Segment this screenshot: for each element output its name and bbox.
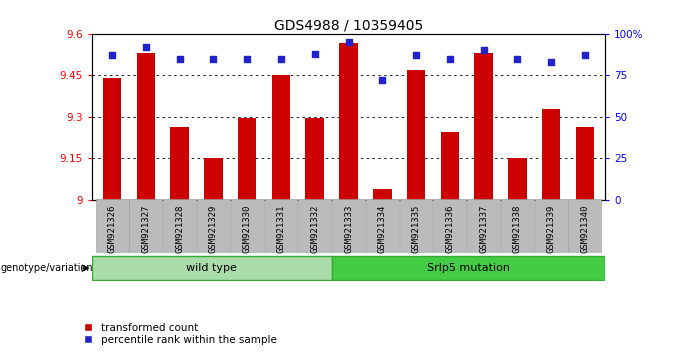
Bar <box>238 118 256 200</box>
Text: genotype/variation: genotype/variation <box>1 263 93 273</box>
Text: GSM921329: GSM921329 <box>209 205 218 253</box>
FancyBboxPatch shape <box>96 199 129 252</box>
FancyBboxPatch shape <box>433 199 466 252</box>
Bar <box>508 158 527 200</box>
FancyBboxPatch shape <box>332 256 605 280</box>
FancyBboxPatch shape <box>197 199 230 252</box>
FancyBboxPatch shape <box>332 199 365 252</box>
Point <box>546 59 557 65</box>
Point <box>343 39 354 45</box>
Text: GSM921327: GSM921327 <box>141 205 150 253</box>
Point <box>140 44 151 50</box>
Text: GSM921333: GSM921333 <box>344 205 353 253</box>
Text: GSM921335: GSM921335 <box>411 205 420 253</box>
Bar <box>576 126 594 200</box>
FancyBboxPatch shape <box>366 199 398 252</box>
Bar <box>373 189 392 200</box>
Text: GSM921332: GSM921332 <box>310 205 319 253</box>
Point <box>478 47 489 53</box>
Text: GSM921338: GSM921338 <box>513 205 522 253</box>
Text: GSM921334: GSM921334 <box>378 205 387 253</box>
FancyBboxPatch shape <box>299 199 331 252</box>
Bar <box>137 53 155 200</box>
Legend: transformed count, percentile rank within the sample: transformed count, percentile rank withi… <box>73 318 282 349</box>
Point <box>512 56 523 62</box>
Text: wild type: wild type <box>186 263 237 273</box>
Point <box>445 56 456 62</box>
Point <box>208 56 219 62</box>
FancyBboxPatch shape <box>129 199 163 252</box>
Point <box>174 56 185 62</box>
FancyBboxPatch shape <box>467 199 500 252</box>
Point <box>309 51 320 56</box>
Text: GSM921340: GSM921340 <box>581 205 590 253</box>
Point <box>241 56 252 62</box>
FancyBboxPatch shape <box>534 199 568 252</box>
Bar <box>441 132 459 200</box>
Text: GSM921330: GSM921330 <box>243 205 252 253</box>
Point <box>377 78 388 83</box>
Bar <box>305 118 324 200</box>
Point <box>275 56 286 62</box>
Bar <box>271 75 290 200</box>
Bar <box>475 53 493 200</box>
Bar <box>170 126 189 200</box>
Bar <box>542 108 560 200</box>
Point <box>107 52 118 58</box>
Text: GSM921331: GSM921331 <box>277 205 286 253</box>
Bar <box>103 78 121 200</box>
Title: GDS4988 / 10359405: GDS4988 / 10359405 <box>274 18 423 33</box>
FancyBboxPatch shape <box>92 256 332 280</box>
FancyBboxPatch shape <box>568 199 601 252</box>
Bar <box>339 43 358 200</box>
Text: GSM921326: GSM921326 <box>107 205 116 253</box>
Text: GSM921328: GSM921328 <box>175 205 184 253</box>
FancyBboxPatch shape <box>501 199 534 252</box>
FancyBboxPatch shape <box>163 199 196 252</box>
Text: GSM921337: GSM921337 <box>479 205 488 253</box>
Text: GSM921339: GSM921339 <box>547 205 556 253</box>
Bar <box>204 158 222 200</box>
Text: GSM921336: GSM921336 <box>445 205 454 253</box>
Point <box>579 52 590 58</box>
Bar <box>407 70 426 200</box>
Point <box>411 52 422 58</box>
FancyBboxPatch shape <box>400 199 432 252</box>
FancyBboxPatch shape <box>231 199 264 252</box>
FancyBboxPatch shape <box>265 199 297 252</box>
Text: Srlp5 mutation: Srlp5 mutation <box>427 263 510 273</box>
